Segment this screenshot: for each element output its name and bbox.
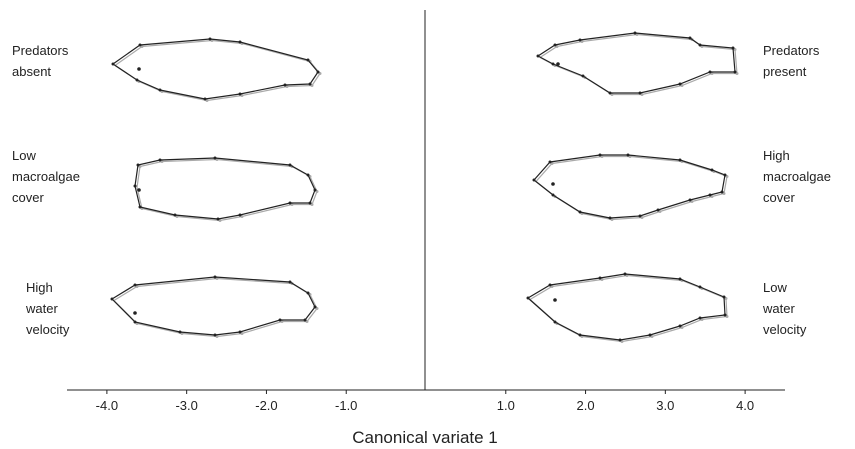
panel-label: High	[26, 280, 53, 295]
shapes	[110, 31, 739, 343]
panel-label: Predators	[763, 43, 820, 58]
panel-label: macroalgae	[12, 169, 80, 184]
x-tick-label: 1.0	[497, 398, 515, 413]
eye	[551, 182, 555, 186]
x-tick-label: 2.0	[577, 398, 595, 413]
x-tick-label: -3.0	[175, 398, 197, 413]
x-tick-label: 3.0	[656, 398, 674, 413]
panel-label: cover	[763, 190, 795, 205]
shape-outline	[133, 156, 317, 221]
panel-label: water	[25, 301, 58, 316]
shape-outline-alt	[113, 277, 319, 338]
x-tick-label: -2.0	[255, 398, 277, 413]
eye	[133, 311, 137, 315]
panel-label: absent	[12, 64, 51, 79]
panel-label: water	[762, 301, 795, 316]
x-tick-label: -4.0	[96, 398, 118, 413]
shape-outline	[111, 37, 320, 101]
x-tick-label: 4.0	[736, 398, 754, 413]
eye	[553, 298, 557, 302]
panel-label: Low	[12, 148, 36, 163]
panel-label: cover	[12, 190, 44, 205]
panel-label: High	[763, 148, 790, 163]
shape-outline	[536, 31, 737, 95]
shape-outline-alt	[114, 39, 322, 102]
shape-outline-alt	[539, 33, 739, 96]
eye	[137, 67, 141, 71]
x-axis-label: Canonical variate 1	[352, 428, 498, 447]
x-tick-label: -1.0	[335, 398, 357, 413]
eye	[137, 188, 141, 192]
panel-label: velocity	[26, 322, 70, 337]
panel-label: Low	[763, 280, 787, 295]
panel-label: velocity	[763, 322, 807, 337]
panel-label: macroalgae	[763, 169, 831, 184]
shape-outline	[532, 153, 727, 220]
eye	[556, 62, 560, 66]
shape-outline	[526, 272, 727, 342]
shape-outline-alt	[136, 158, 319, 222]
shape-outline	[110, 275, 317, 337]
panel-label: present	[763, 64, 807, 79]
panel-label: Predators	[12, 43, 69, 58]
